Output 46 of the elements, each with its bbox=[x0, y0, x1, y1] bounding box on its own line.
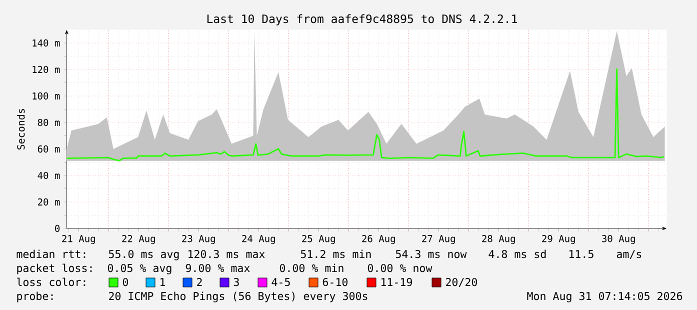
text: 51.2 ms min bbox=[300, 250, 371, 258]
text: 4.8 ms sd bbox=[488, 250, 546, 258]
y-tick-label: 60 m bbox=[38, 145, 60, 153]
legend-label: 0 bbox=[122, 278, 128, 286]
text: 20 ICMP Echo Pings (56 Bytes) every 300s bbox=[109, 292, 368, 302]
text: packet loss: bbox=[17, 264, 92, 274]
y-tick-label: 20 m bbox=[38, 198, 60, 206]
legend-label: 3 bbox=[234, 278, 239, 286]
x-tick-label: 23 Aug bbox=[182, 235, 215, 244]
legend-label: 4-5 bbox=[272, 278, 290, 286]
legend-label: 2 bbox=[197, 278, 202, 286]
legend-label: 11-19 bbox=[382, 278, 412, 286]
text: 0.00 % min bbox=[280, 264, 344, 272]
text: 120.3 ms max bbox=[188, 250, 265, 258]
x-tick-label: 27 Aug bbox=[422, 235, 455, 244]
text: 54.3 ms now bbox=[396, 250, 467, 258]
text: 11.5 bbox=[570, 250, 594, 258]
y-tick-label: 140 m bbox=[32, 39, 60, 47]
x-tick-label: 26 Aug bbox=[362, 235, 395, 244]
legend-label: 6-10 bbox=[322, 278, 348, 286]
x-tick-label: 22 Aug bbox=[122, 235, 155, 244]
line-series bbox=[66, 68, 665, 162]
y-tick-label: 0 bbox=[55, 224, 60, 232]
text: probe: bbox=[17, 292, 53, 302]
chart-title: Last 10 Days from aafef9c48895 to DNS 4.2.2.1 bbox=[207, 14, 517, 26]
text: median rtt: bbox=[16, 250, 86, 258]
y-axis-title: Seconds bbox=[16, 109, 25, 150]
legend-title: loss color: bbox=[17, 278, 86, 286]
y-tick-label: 40 m bbox=[38, 172, 60, 180]
text: am/s bbox=[616, 250, 642, 259]
y-tick-label: 80 m bbox=[38, 118, 60, 126]
text: Mon Aug 31 07:14:05 2026 bbox=[527, 292, 682, 302]
y-tick-label: 100 m bbox=[32, 92, 60, 100]
legend-label: 20/20 bbox=[446, 278, 478, 287]
x-tick-label: 28 Aug bbox=[482, 235, 515, 244]
text: 0.05 % avg bbox=[108, 264, 172, 274]
legend-label: 1 bbox=[160, 278, 165, 286]
y-tick-label: 120 m bbox=[32, 66, 60, 74]
x-tick-label: 24 Aug bbox=[242, 235, 275, 244]
text: 55.0 ms avg bbox=[108, 250, 179, 260]
x-tick-label: 30 Aug bbox=[602, 235, 635, 244]
text: 0.00 % now bbox=[368, 264, 432, 272]
x-tick-label: 21 Aug bbox=[62, 235, 95, 244]
x-tick-label: 25 Aug bbox=[302, 235, 335, 244]
text: 9.00 % max bbox=[186, 264, 250, 272]
x-tick-label: 29 Aug bbox=[542, 235, 575, 244]
